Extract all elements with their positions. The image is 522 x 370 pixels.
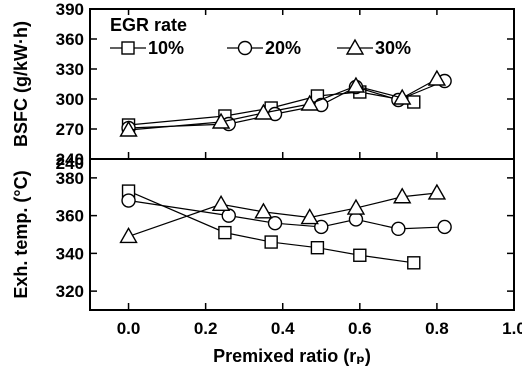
exh-temp-series-line bbox=[128, 190, 414, 264]
legend-marker-circle bbox=[237, 40, 253, 56]
exh-temp-point-triangle bbox=[211, 194, 231, 212]
exh-temp-point-circle bbox=[437, 219, 452, 235]
bsfc-point-triangle bbox=[254, 103, 273, 120]
exh-temp-point-circle bbox=[267, 215, 283, 231]
exh-temp-point-circle bbox=[121, 193, 136, 208]
exh-temp-point-circle bbox=[221, 208, 236, 223]
top-ytick-label: 390 bbox=[56, 0, 84, 19]
xtick-label: 0.0 bbox=[117, 319, 141, 338]
bsfc-series-triangle bbox=[119, 69, 447, 137]
exh-temp-point-triangle bbox=[254, 202, 273, 219]
legend-title: EGR rate bbox=[110, 15, 187, 35]
xtick-label: 0.8 bbox=[425, 319, 449, 338]
legend-marker-square bbox=[121, 41, 135, 55]
exh-temp-series-line bbox=[128, 192, 437, 237]
top-ytick-label: 240 bbox=[56, 150, 84, 169]
exh-temp-point-circle bbox=[391, 221, 406, 237]
bsfc-point-triangle bbox=[427, 69, 447, 86]
legend: EGR rate 10% 20% 30% bbox=[110, 15, 411, 58]
top-ytick-label: 300 bbox=[56, 90, 84, 109]
bottom-ytick-label: 360 bbox=[56, 207, 84, 226]
exh-temp-point-circle bbox=[348, 212, 364, 227]
bsfc-point-triangle bbox=[119, 120, 138, 137]
legend-label: 20% bbox=[265, 38, 301, 58]
bsfc-point-triangle bbox=[393, 88, 412, 105]
xlabel: Premixed ratio (rₚ) bbox=[213, 346, 371, 366]
exh-temp-point-square bbox=[218, 225, 232, 240]
exh-temp-point-square bbox=[353, 248, 367, 262]
xtick-label: 0.6 bbox=[348, 319, 372, 338]
exh-temp-series-circle bbox=[121, 193, 452, 237]
xtick-label: 0.2 bbox=[194, 319, 218, 338]
legend-label: 10% bbox=[148, 38, 184, 58]
exh-temp-point-triangle bbox=[393, 187, 412, 204]
exh-temp-point-triangle bbox=[427, 183, 447, 200]
bsfc-point-triangle bbox=[346, 76, 366, 93]
top-ytick-label: 270 bbox=[56, 120, 84, 139]
top-ylabel: BSFC (g/kW·h) bbox=[11, 21, 31, 147]
bottom-ytick-label: 340 bbox=[56, 244, 84, 263]
axis-labels: BSFC (g/kW·h) Exh. temp. (°C) Premixed rat… bbox=[11, 21, 371, 366]
exh-temp-series-square bbox=[121, 184, 421, 270]
exh-temp-point-triangle bbox=[346, 198, 366, 215]
bsfc-point-triangle bbox=[300, 94, 319, 111]
series-layer bbox=[119, 69, 452, 270]
exh-temp-point-triangle bbox=[119, 226, 138, 244]
exh-temp-point-square bbox=[310, 241, 325, 255]
xtick-label: 0.4 bbox=[271, 319, 295, 338]
bottom-ytick-label: 320 bbox=[56, 282, 84, 301]
bsfc-series-line bbox=[128, 91, 414, 126]
bottom-ytick-label: 240 bbox=[56, 154, 84, 173]
exh-temp-point-triangle bbox=[300, 208, 319, 225]
bottom-ytick-label: 380 bbox=[56, 169, 84, 188]
bottom-ylabel: Exh. temp. (°C) bbox=[11, 170, 31, 298]
xtick-label: 1.0 bbox=[502, 319, 522, 338]
exh-temp-point-square bbox=[264, 235, 278, 249]
legend-label: 30% bbox=[375, 38, 411, 58]
bsfc-point-triangle bbox=[211, 112, 231, 129]
top-ytick-label: 360 bbox=[56, 30, 84, 49]
exh-temp-series-triangle bbox=[119, 183, 447, 244]
legend-marker-triangle bbox=[345, 38, 365, 55]
top-ytick-label: 330 bbox=[56, 60, 84, 79]
exh-temp-point-square bbox=[407, 256, 421, 270]
